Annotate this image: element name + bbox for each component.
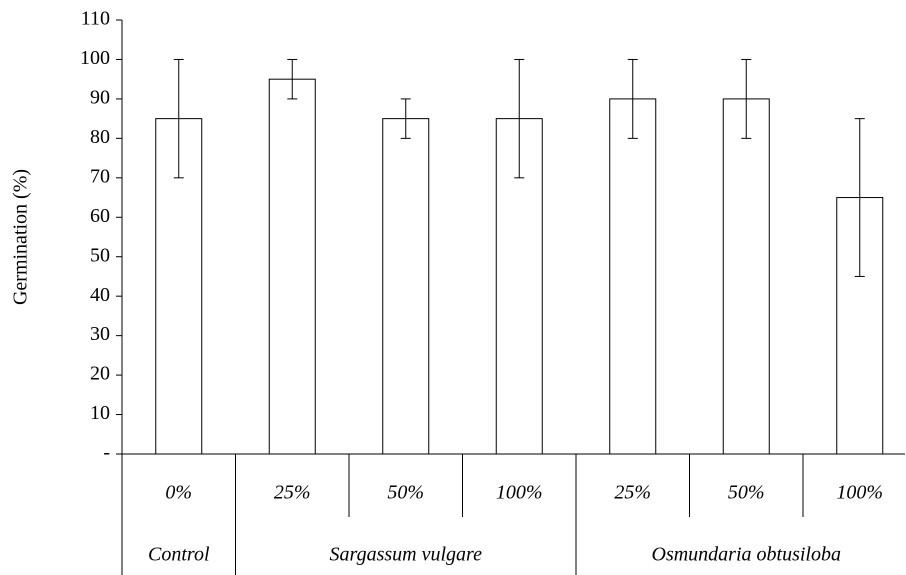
- x-tick-label: 100%: [836, 482, 883, 504]
- bar: [722, 98, 770, 455]
- y-tick-label: 60: [90, 205, 110, 227]
- y-tick-label: 80: [90, 126, 110, 148]
- x-tick-label: 25%: [614, 482, 651, 504]
- y-tick-label: 100: [80, 47, 110, 69]
- x-tick-label: 0%: [165, 482, 192, 504]
- x-tick-label: 50%: [387, 482, 424, 504]
- y-tick-label: 90: [90, 87, 110, 109]
- bar: [609, 98, 657, 455]
- x-tick-label: 50%: [728, 482, 765, 504]
- x-tick-label: 25%: [274, 482, 311, 504]
- group-label: Control: [148, 544, 210, 566]
- bar: [268, 78, 316, 455]
- y-tick-label: 40: [90, 284, 110, 306]
- y-axis-label: Germination (%): [10, 169, 32, 305]
- bar: [382, 118, 430, 455]
- y-tick-label: 20: [90, 363, 110, 385]
- y-tick-label: 30: [90, 323, 110, 345]
- y-tick-label: 50: [90, 244, 110, 266]
- group-label: Sargassum vulgare: [330, 544, 483, 566]
- y-tick-label: -: [103, 442, 110, 464]
- group-label: Osmundaria obtusiloba: [652, 544, 841, 566]
- y-tick-label: 110: [81, 8, 110, 30]
- x-tick-label: 100%: [496, 482, 543, 504]
- y-tick-label: 70: [90, 165, 110, 187]
- y-tick-label: 10: [90, 402, 110, 424]
